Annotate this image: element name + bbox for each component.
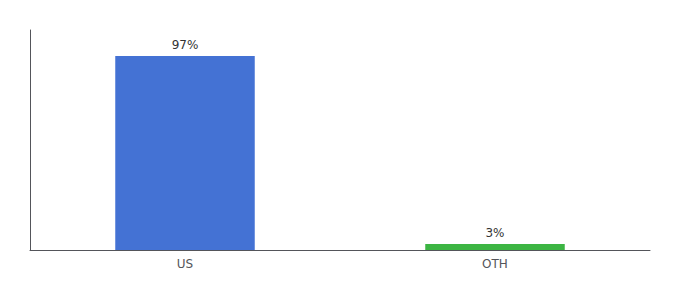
svg-text:97%: 97% bbox=[172, 38, 199, 52]
svg-text:OTH: OTH bbox=[482, 257, 508, 271]
svg-text:3%: 3% bbox=[485, 226, 504, 240]
svg-text:US: US bbox=[177, 257, 193, 271]
